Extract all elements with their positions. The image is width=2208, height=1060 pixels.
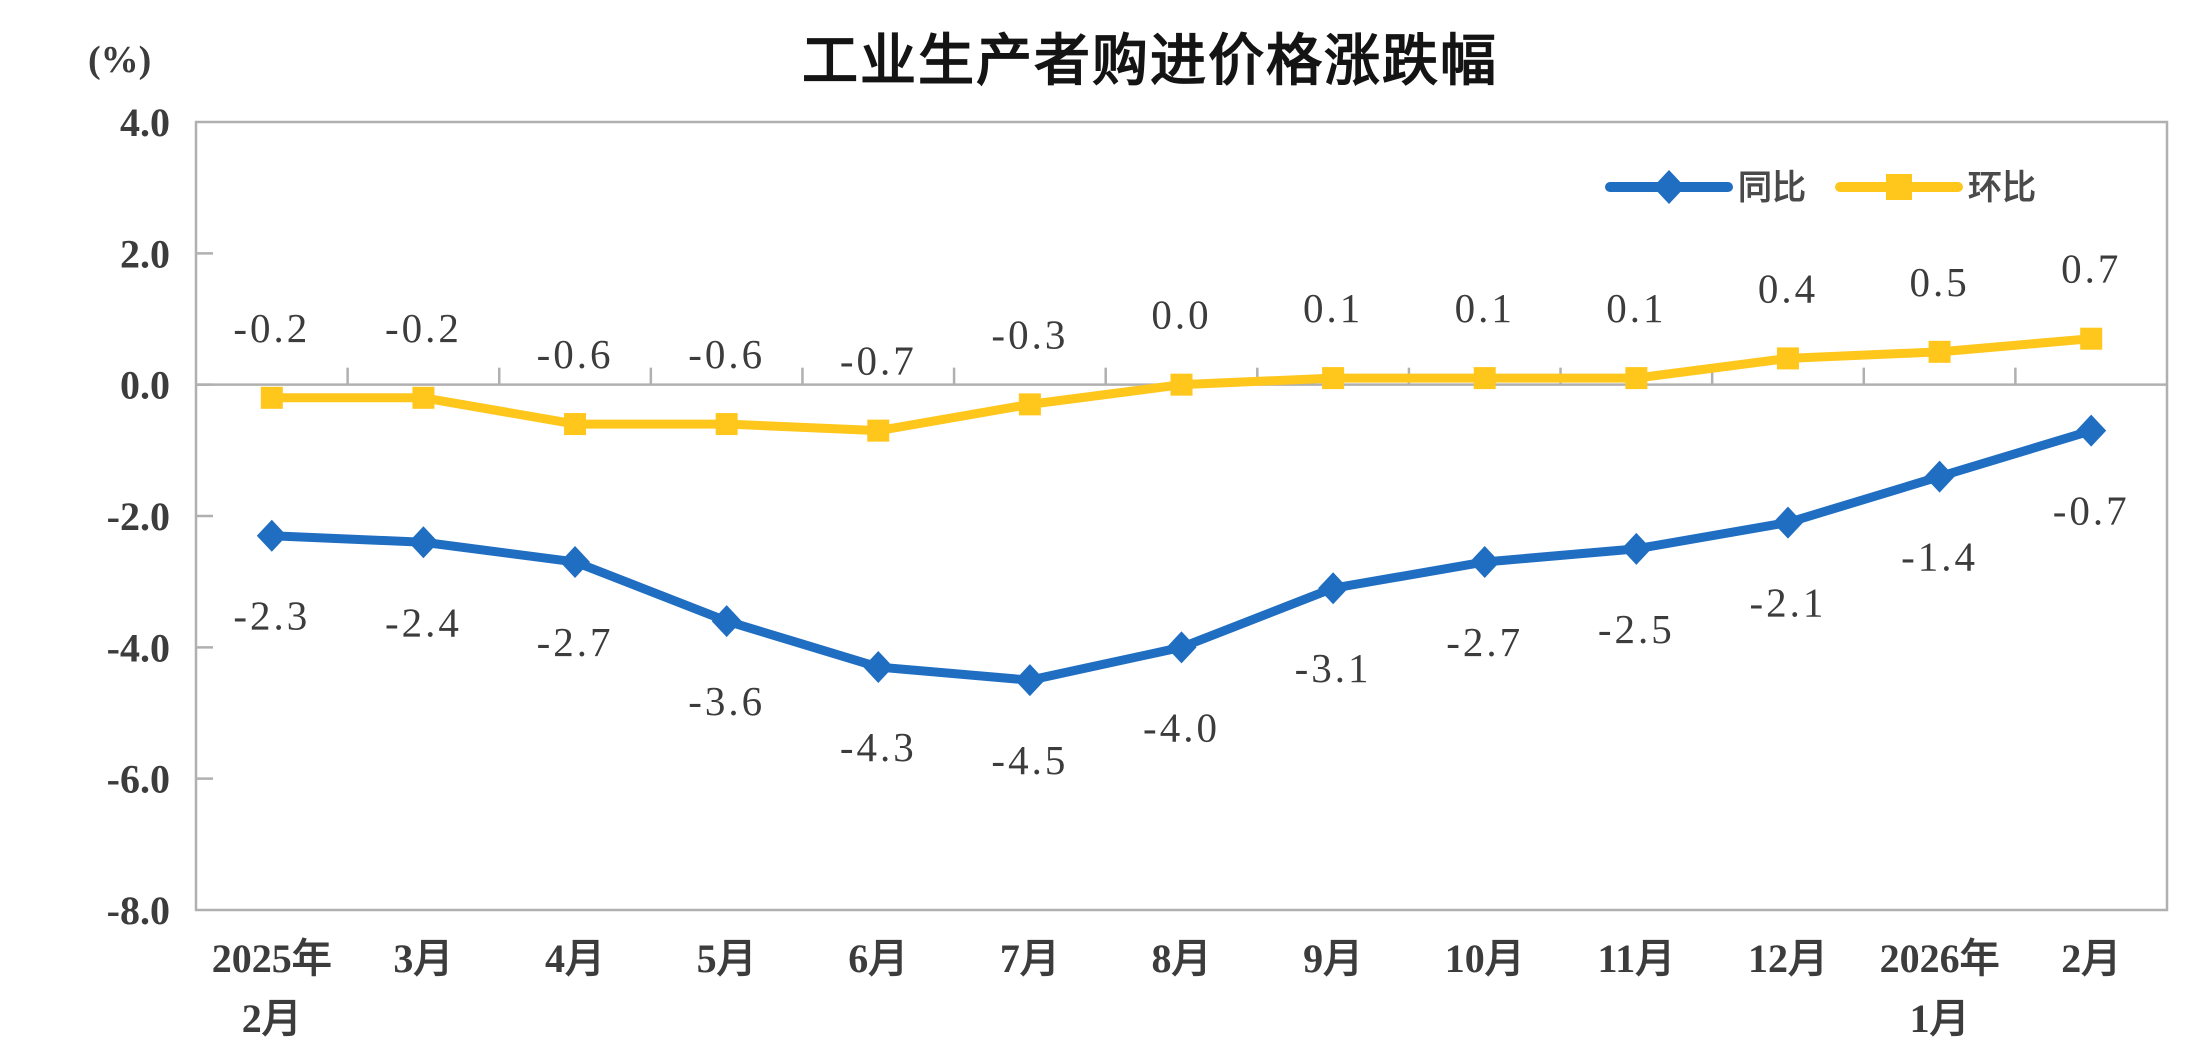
x-axis-category-label: 2月 — [242, 996, 302, 1041]
legend-diamond-marker — [1653, 170, 1685, 204]
y-axis-tick-label: 2.0 — [120, 231, 170, 276]
data-label: -3.1 — [1295, 645, 1372, 691]
data-label: -0.7 — [840, 338, 917, 384]
data-label: 0.1 — [1606, 285, 1666, 331]
x-axis-category-label: 3月 — [393, 936, 453, 981]
data-label: 0.0 — [1151, 292, 1211, 338]
data-label: -0.2 — [233, 305, 310, 351]
diamond-marker — [1469, 545, 1500, 578]
data-label: -2.3 — [233, 593, 310, 639]
x-axis-category-label: 10月 — [1445, 936, 1525, 981]
diamond-marker — [1924, 460, 1955, 493]
square-marker — [1322, 367, 1345, 390]
data-label: 0.5 — [1909, 259, 1969, 305]
x-axis-category-label: 2月 — [2061, 936, 2121, 981]
x-axis-category-label: 4月 — [545, 936, 605, 981]
diamond-marker — [1772, 506, 1803, 539]
x-axis-category-label: 1月 — [1910, 996, 1970, 1041]
diamond-marker — [863, 651, 894, 684]
diamond-marker — [1318, 572, 1349, 605]
square-marker — [1776, 347, 1799, 370]
square-marker — [715, 413, 738, 436]
x-axis-category-label: 12月 — [1748, 936, 1828, 981]
data-label: -0.3 — [991, 311, 1068, 357]
x-axis-category-label: 2026年 — [1880, 936, 2000, 981]
data-label: -4.0 — [1143, 704, 1220, 750]
data-label: 0.1 — [1455, 285, 1515, 331]
square-marker — [1625, 367, 1648, 390]
y-axis-tick-label: -8.0 — [107, 888, 170, 933]
x-axis-category-label: 11月 — [1597, 936, 1675, 981]
x-axis: 2025年 2月 3月 4月 5月 6月 7月 8月 9月 10月 11月 12月 2026年 1月 2月 — [212, 367, 2121, 1041]
data-label: 0.4 — [1758, 265, 1818, 311]
y-axis: 4.0 2.0 0.0 -2.0 -4.0 -6.0 -8.0 — [107, 100, 213, 933]
data-label: -2.7 — [537, 619, 614, 665]
data-label: -2.7 — [1446, 619, 1523, 665]
data-label: -1.4 — [1901, 534, 1978, 580]
y-axis-tick-label: -6.0 — [107, 757, 170, 802]
y-axis-tick-label: 4.0 — [120, 100, 170, 145]
y-axis-tick-label: 0.0 — [120, 363, 170, 408]
legend-item-tongbi: 同比 — [1605, 169, 1806, 207]
square-marker — [1473, 367, 1496, 390]
data-label: 0.1 — [1303, 285, 1363, 331]
data-label: -0.2 — [385, 305, 462, 351]
data-label: -2.1 — [1750, 580, 1827, 626]
series-环比: -0.2 -0.2 -0.6 -0.6 -0.7 -0.3 0.0 0.1 0.1 0.1 0.4 0… — [233, 246, 2121, 442]
square-marker — [260, 386, 283, 409]
legend-square-marker — [1886, 174, 1912, 200]
diamond-marker — [1621, 532, 1652, 565]
diamond-marker — [560, 545, 591, 578]
diamond-marker — [256, 519, 287, 552]
diamond-marker — [711, 605, 742, 638]
x-axis-category-label: 9月 — [1303, 936, 1363, 981]
x-axis-category-label: 8月 — [1152, 936, 1212, 981]
legend-label: 同比 — [1738, 169, 1806, 207]
data-label: -3.6 — [688, 678, 765, 724]
y-axis-tick-label: -2.0 — [107, 494, 170, 539]
square-marker — [1018, 393, 1041, 416]
data-label: -4.3 — [840, 724, 917, 770]
square-marker — [1928, 340, 1951, 363]
y-axis-unit-label: (%) — [88, 39, 152, 81]
y-axis-tick-label: -4.0 — [107, 625, 170, 670]
x-axis-category-label: 7月 — [1000, 936, 1060, 981]
data-label: -2.5 — [1598, 606, 1675, 652]
diamond-marker — [2076, 414, 2107, 447]
square-marker — [2080, 327, 2103, 350]
legend-item-huanbi: 环比 — [1835, 169, 2036, 207]
legend: 同比 环比 — [1605, 169, 2036, 207]
data-label: -2.4 — [385, 599, 462, 645]
x-axis-category-label: 5月 — [697, 936, 757, 981]
square-marker — [564, 413, 587, 436]
data-label: -0.7 — [2053, 488, 2130, 534]
data-label: -0.6 — [688, 331, 765, 377]
square-marker — [867, 419, 890, 442]
chart-title: 工业生产者购进价格涨跌幅 — [802, 29, 1498, 92]
data-label: -0.6 — [537, 331, 614, 377]
diamond-marker — [1014, 664, 1045, 697]
series-同比: -2.3 -2.4 -2.7 -3.6 -4.3 -4.5 -4.0 -3.1 -2.7 -2.5… — [233, 414, 2130, 783]
legend-label: 环比 — [1968, 169, 2036, 207]
square-marker — [412, 386, 435, 409]
data-label: -4.5 — [991, 737, 1068, 783]
x-axis-category-label: 2025年 — [212, 936, 332, 981]
square-marker — [1170, 373, 1193, 396]
diamond-marker — [408, 526, 439, 559]
diamond-marker — [1166, 631, 1197, 664]
data-label: 0.7 — [2061, 246, 2121, 292]
plot-area-border — [194, 120, 2169, 912]
x-axis-category-label: 6月 — [848, 936, 908, 981]
